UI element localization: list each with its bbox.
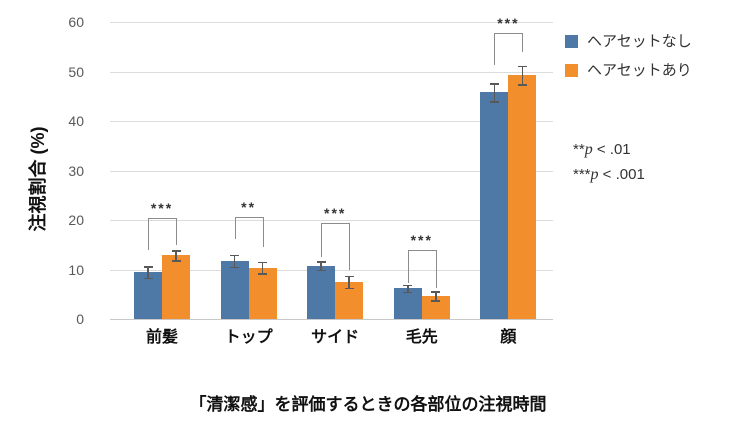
sig-bracket-leg <box>234 217 236 239</box>
sig-bracket <box>321 223 350 224</box>
sig-stars: *** <box>324 205 347 221</box>
bar-no-hairset <box>134 271 162 319</box>
legend-label-hairset: ヘアセットあり <box>587 62 692 79</box>
error-bar <box>348 275 350 288</box>
sig-stars: *** <box>497 15 520 31</box>
sig-bracket <box>494 33 523 34</box>
bar-hairset <box>248 267 277 319</box>
gridline <box>110 71 553 73</box>
legend-swatch-hairset <box>565 64 578 77</box>
significance-notes: **p < .01 ***p < .001 <box>573 137 645 187</box>
error-bar <box>233 254 236 267</box>
bar-hairset <box>421 295 450 319</box>
error-bar <box>521 65 524 85</box>
error-bar <box>261 261 264 274</box>
sig-bracket-leg <box>435 250 437 288</box>
sig-bracket-leg <box>262 217 264 247</box>
y-tick-label: 30 <box>68 162 84 179</box>
error-bar-cap <box>230 266 240 269</box>
bar-hairset <box>162 255 190 319</box>
legend-item-hairset: ヘアセットあり <box>565 62 692 79</box>
bar-no-hairset <box>480 92 509 319</box>
error-bar <box>435 291 437 301</box>
x-category-label: サイド <box>311 329 360 346</box>
note-1-stars: ** <box>573 141 585 158</box>
note-1-symbol: p <box>584 141 593 158</box>
bar-no-hairset <box>393 288 422 319</box>
error-bar <box>407 284 409 292</box>
note-2-text: < .001 <box>598 166 645 183</box>
error-bar-cap <box>171 250 181 252</box>
sig-bracket <box>234 217 263 218</box>
error-bar-cap <box>171 260 181 262</box>
y-tick-label: 60 <box>68 14 84 30</box>
error-bar-cap <box>517 84 527 86</box>
error-bar <box>320 261 322 270</box>
error-bar-cap <box>431 300 441 302</box>
error-bar <box>175 250 177 261</box>
gridline <box>110 22 553 23</box>
note-2-stars: *** <box>573 166 591 183</box>
y-tick-label: 20 <box>68 212 84 228</box>
error-bar-cap <box>403 284 413 287</box>
note-1-text: < .01 <box>592 141 631 158</box>
x-category-label: 前髪 <box>145 329 178 346</box>
error-bar <box>147 266 149 278</box>
error-bar-cap <box>143 277 153 280</box>
y-tick-label: 50 <box>68 63 84 80</box>
sig-stars: *** <box>410 232 433 248</box>
sig-bracket <box>407 250 436 251</box>
error-bar-cap <box>489 101 499 103</box>
sig-bracket-leg <box>176 218 177 245</box>
error-bar-cap <box>517 65 527 68</box>
error-bar-cap <box>489 83 499 85</box>
error-bar-cap <box>316 261 326 263</box>
sig-bracket-leg <box>148 218 149 250</box>
error-bar-cap <box>403 291 413 294</box>
x-category-label: 顔 <box>500 329 517 346</box>
error-bar-cap <box>344 287 354 290</box>
sig-bracket-leg <box>522 33 524 52</box>
note-2-symbol: p <box>590 166 599 183</box>
bar-no-hairset <box>220 260 249 319</box>
note-line-2: ***p < .001 <box>573 162 645 187</box>
error-bar-cap <box>316 269 326 272</box>
gridline <box>110 220 553 221</box>
legend-label-no-hairset: ヘアセットなし <box>587 33 692 50</box>
gridline <box>110 121 553 122</box>
sig-bracket-leg <box>321 223 323 257</box>
y-tick-label: 40 <box>68 113 84 129</box>
error-bar <box>493 83 496 102</box>
error-bar-cap <box>258 273 268 275</box>
sig-stars: ** <box>241 199 257 215</box>
sig-bracket-leg <box>349 223 351 270</box>
legend-swatch-no-hairset <box>565 35 578 48</box>
legend: ヘアセットなし ヘアセットあり <box>565 33 692 91</box>
error-bar-cap <box>258 261 268 264</box>
sig-bracket-leg <box>494 33 496 65</box>
gridline <box>110 170 553 172</box>
error-bar-cap <box>344 275 354 278</box>
x-category-label: トップ <box>224 329 273 346</box>
chart-title: 「清潔感」を評価するときの各部位の注視時間 <box>189 395 547 414</box>
error-bar-cap <box>431 291 441 293</box>
y-tick-label: 10 <box>68 261 84 278</box>
note-line-1: **p < .01 <box>573 137 645 162</box>
bar-hairset <box>508 74 537 319</box>
sig-stars: *** <box>150 200 174 216</box>
sig-bracket <box>148 218 176 219</box>
sig-bracket-leg <box>407 250 409 283</box>
bar-no-hairset <box>307 265 336 319</box>
error-bar-cap <box>143 266 153 268</box>
x-axis-line <box>110 319 553 320</box>
y-tick-label: 0 <box>76 311 84 327</box>
x-category-label: 毛先 <box>405 329 438 346</box>
legend-item-no-hairset: ヘアセットなし <box>565 33 692 50</box>
error-bar-cap <box>230 254 240 257</box>
